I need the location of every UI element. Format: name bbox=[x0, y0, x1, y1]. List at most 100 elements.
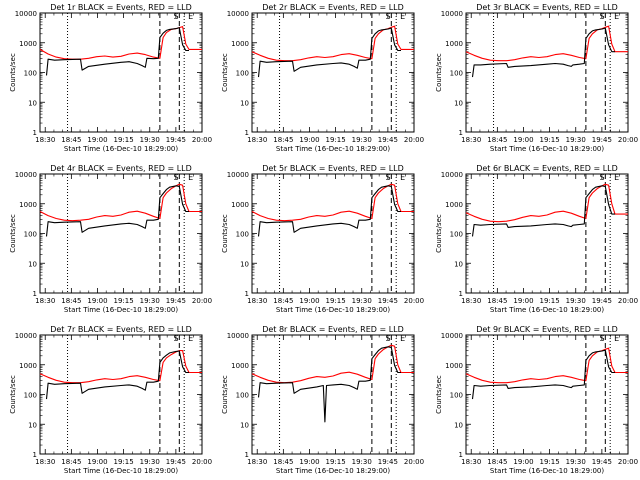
y-tick-label: 10000 bbox=[227, 332, 249, 340]
marker-e: E bbox=[188, 334, 193, 343]
x-axis-label: Start Time (16-Dec-10 18:29:00) bbox=[490, 145, 604, 153]
x-tick-label: 20:00 bbox=[618, 458, 638, 466]
x-axis-label: Start Time (16-Dec-10 18:29:00) bbox=[276, 145, 390, 153]
y-axis-label: Counts/sec bbox=[221, 214, 229, 253]
x-tick-label: 19:15 bbox=[326, 458, 346, 466]
x-tick-label: 18:45 bbox=[273, 136, 293, 144]
x-tick-label: 19:45 bbox=[166, 458, 186, 466]
axis-frame bbox=[465, 173, 629, 294]
y-tick-label: 10 bbox=[454, 99, 463, 107]
chart-panel-2: Det 2r BLACK = Events, RED = LLD 1 10 100 10… bbox=[221, 3, 424, 153]
chart-title: Det 8r BLACK = Events, RED = LLD bbox=[262, 325, 404, 334]
x-tick-label: 19:00 bbox=[513, 136, 533, 144]
y-tick-label: 10000 bbox=[441, 332, 463, 340]
y-tick-label: 1000 bbox=[19, 40, 37, 48]
chart-title: Det 3r BLACK = Events, RED = LLD bbox=[476, 3, 618, 12]
x-tick-label: 19:30 bbox=[566, 297, 586, 305]
y-axis-label: Counts/sec bbox=[435, 214, 443, 253]
y-tick-label: 10000 bbox=[441, 171, 463, 179]
y-tick-label: 10 bbox=[240, 99, 249, 107]
chart-title: Det 6r BLACK = Events, RED = LLD bbox=[476, 164, 618, 173]
axis-frame bbox=[251, 173, 415, 294]
y-tick-label: 10000 bbox=[227, 171, 249, 179]
y-tick-label: 1 bbox=[459, 129, 463, 137]
y-tick-label: 1 bbox=[459, 451, 463, 459]
x-tick-label: 19:30 bbox=[352, 297, 372, 305]
chart-panel-8: Det 8r BLACK = Events, RED = LLD 1 10 100 10… bbox=[221, 325, 424, 475]
x-tick-label: 18:45 bbox=[61, 297, 81, 305]
y-tick-label: 10 bbox=[28, 99, 37, 107]
chart-title: Det 4r BLACK = Events, RED = LLD bbox=[50, 164, 192, 173]
y-tick-label: 10 bbox=[28, 260, 37, 268]
x-tick-label: 19:15 bbox=[540, 458, 560, 466]
axis-frame bbox=[39, 12, 203, 133]
x-tick-label: 19:45 bbox=[166, 136, 186, 144]
marker-e: E bbox=[188, 12, 193, 21]
series-black-events-line bbox=[45, 185, 189, 237]
x-tick-label: 19:30 bbox=[352, 136, 372, 144]
y-tick-label: 10000 bbox=[441, 10, 463, 18]
y-tick-label: 1000 bbox=[19, 201, 37, 209]
marker-e: E bbox=[614, 334, 619, 343]
x-tick-label: 20:00 bbox=[404, 297, 424, 305]
x-tick-label: 18:45 bbox=[273, 458, 293, 466]
series-black-events-line bbox=[257, 185, 401, 237]
series-black-events-line bbox=[471, 185, 615, 237]
chart-title: Det 7r BLACK = Events, RED = LLD bbox=[50, 325, 192, 334]
marker-s: S bbox=[386, 12, 391, 21]
axis-frame bbox=[251, 334, 415, 455]
series-red-lld-line bbox=[251, 183, 414, 222]
x-tick-label: 19:15 bbox=[326, 297, 346, 305]
series-red-lld-line bbox=[39, 183, 202, 222]
marker-s: S bbox=[386, 334, 391, 343]
chart-panel-7: Det 7r BLACK = Events, RED = LLD 1 10 100 10… bbox=[9, 325, 212, 475]
series-red-lld-line bbox=[251, 25, 414, 62]
y-axis-label: Counts/sec bbox=[221, 375, 229, 414]
x-tick-label: 19:45 bbox=[378, 458, 398, 466]
y-tick-label: 1000 bbox=[445, 201, 463, 209]
x-tick-label: 19:15 bbox=[540, 136, 560, 144]
series-red-lld-line bbox=[465, 347, 628, 384]
x-tick-label: 18:30 bbox=[247, 297, 267, 305]
series-black-events-line bbox=[45, 350, 189, 400]
x-tick-label: 20:00 bbox=[618, 136, 638, 144]
axis-frame bbox=[39, 334, 203, 455]
series-red-lld-line bbox=[39, 350, 202, 384]
chart-panel-9: Det 9r BLACK = Events, RED = LLD 1 10 100 10… bbox=[435, 325, 638, 475]
marker-e: E bbox=[614, 12, 619, 21]
x-tick-label: 18:30 bbox=[461, 297, 481, 305]
y-tick-label: 1 bbox=[33, 129, 37, 137]
chart-title: Det 1r BLACK = Events, RED = LLD bbox=[50, 3, 192, 12]
x-tick-label: 19:30 bbox=[566, 458, 586, 466]
marker-s: S bbox=[600, 173, 605, 182]
y-tick-label: 1 bbox=[33, 290, 37, 298]
marker-s: S bbox=[386, 173, 391, 182]
x-tick-label: 18:45 bbox=[487, 297, 507, 305]
x-axis-label: Start Time (16-Dec-10 18:29:00) bbox=[64, 306, 178, 314]
x-tick-label: 19:45 bbox=[378, 136, 398, 144]
x-tick-label: 18:30 bbox=[35, 136, 55, 144]
y-tick-label: 1000 bbox=[231, 40, 249, 48]
x-tick-label: 19:00 bbox=[513, 458, 533, 466]
y-tick-label: 10 bbox=[454, 421, 463, 429]
x-tick-label: 18:45 bbox=[61, 458, 81, 466]
x-tick-label: 18:30 bbox=[247, 136, 267, 144]
x-tick-label: 19:45 bbox=[592, 297, 612, 305]
axis-frame bbox=[251, 12, 415, 133]
y-tick-label: 100 bbox=[236, 392, 249, 400]
series-red-lld-line bbox=[465, 25, 628, 62]
x-tick-label: 18:45 bbox=[61, 136, 81, 144]
marker-s: S bbox=[174, 334, 179, 343]
x-tick-label: 19:45 bbox=[592, 136, 612, 144]
y-tick-label: 1000 bbox=[445, 362, 463, 370]
series-black-events-line bbox=[45, 27, 189, 76]
x-tick-label: 19:45 bbox=[592, 458, 612, 466]
y-tick-label: 1 bbox=[245, 451, 249, 459]
x-tick-label: 19:00 bbox=[299, 297, 319, 305]
x-tick-label: 18:45 bbox=[487, 136, 507, 144]
x-axis-label: Start Time (16-Dec-10 18:29:00) bbox=[490, 467, 604, 475]
y-tick-label: 1 bbox=[245, 290, 249, 298]
x-tick-label: 19:00 bbox=[87, 136, 107, 144]
x-axis-label: Start Time (16-Dec-10 18:29:00) bbox=[276, 306, 390, 314]
